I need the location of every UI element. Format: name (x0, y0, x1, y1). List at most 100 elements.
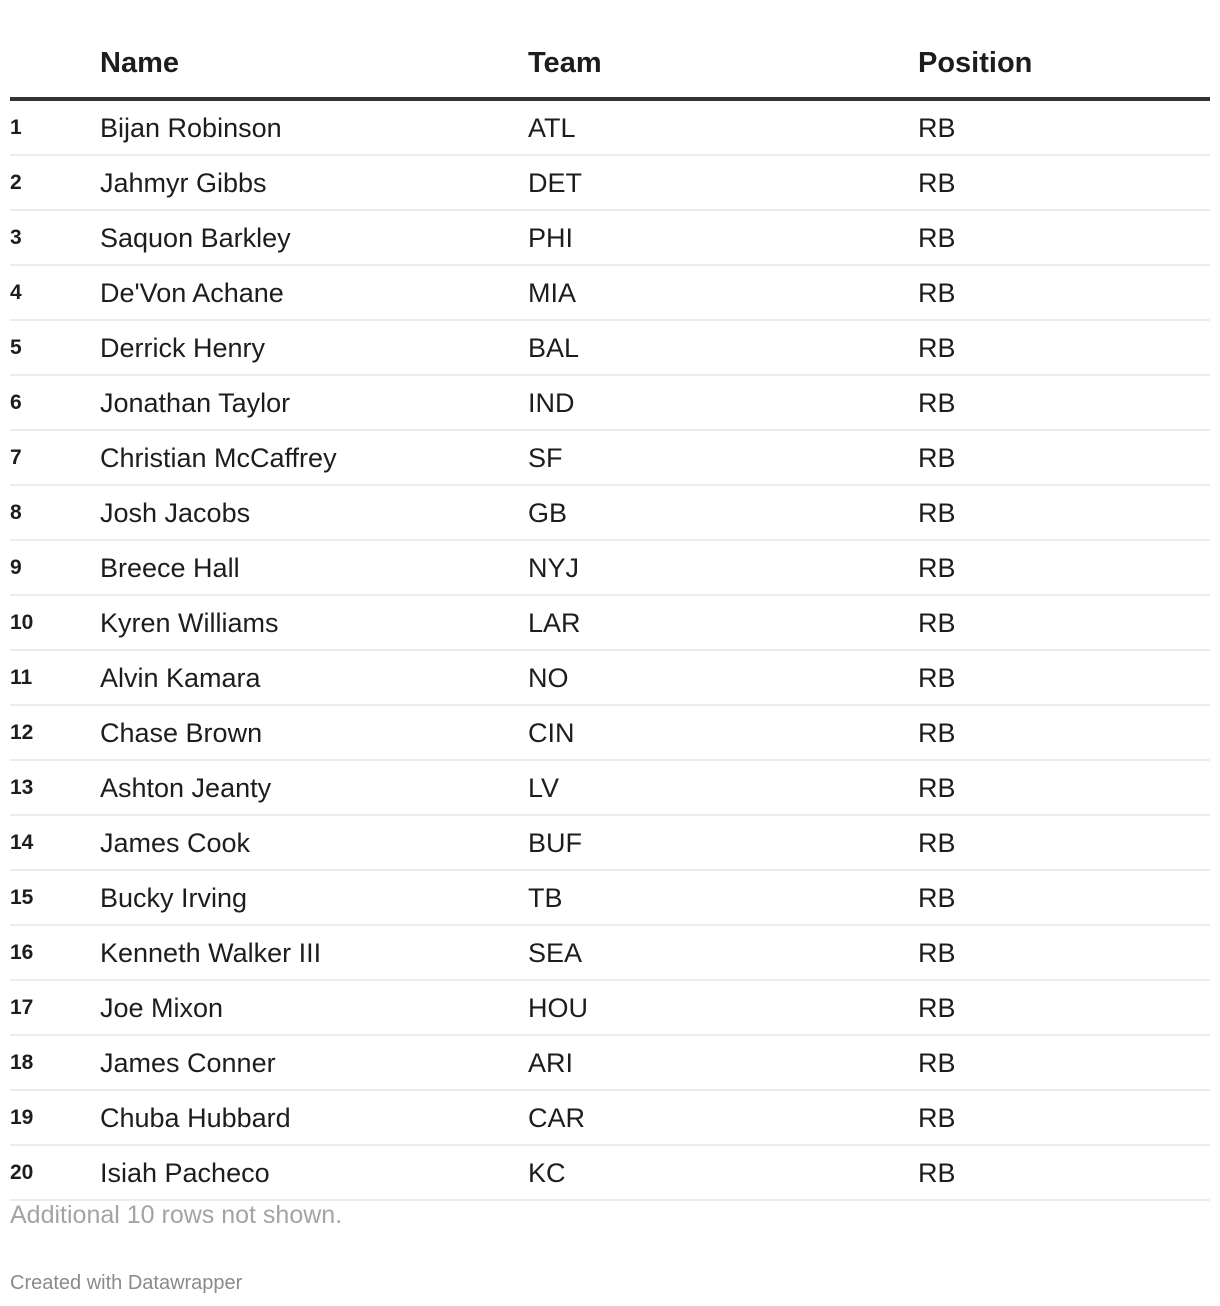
position: RB (918, 773, 956, 803)
row-rank: 13 (10, 776, 34, 799)
player-name: Breece Hall (100, 553, 240, 583)
table-header: Name Team Position (10, 0, 1210, 101)
player-name: James Cook (100, 828, 251, 858)
player-name: De'Von Achane (100, 278, 284, 308)
row-rank: 5 (10, 336, 22, 359)
team-code: IND (528, 388, 575, 418)
player-name: Chase Brown (100, 718, 263, 748)
player-name: Alvin Kamara (100, 663, 261, 693)
row-rank: 17 (10, 996, 34, 1019)
position: RB (918, 113, 956, 143)
team-code: PHI (528, 223, 574, 253)
column-header-name[interactable]: Name (100, 47, 179, 79)
row-rank: 16 (10, 941, 34, 964)
player-name: Christian McCaffrey (100, 443, 337, 473)
team-code: LV (528, 773, 560, 803)
team-code: NO (528, 663, 569, 693)
row-rank: 7 (10, 446, 22, 469)
table-body: 1 Bijan Robinson ATL RB 2 Jahmyr Gibbs DET RB 3 S… (10, 101, 1210, 1201)
position: RB (918, 1103, 956, 1133)
team-code: SF (528, 443, 563, 473)
table-row: 14 James Cook BUF RB (10, 816, 1210, 871)
position: RB (918, 388, 956, 418)
table-row: 7 Christian McCaffrey SF RB (10, 431, 1210, 486)
table-row: 10 Kyren Williams LAR RB (10, 596, 1210, 651)
row-rank: 6 (10, 391, 22, 414)
row-rank: 14 (10, 831, 34, 854)
player-name: Bucky Irving (100, 883, 248, 913)
team-code: DET (528, 168, 582, 198)
rows-hidden-note: Additional 10 rows not shown. (10, 1201, 343, 1229)
table-row: 5 Derrick Henry BAL RB (10, 321, 1210, 376)
row-rank: 12 (10, 721, 34, 744)
position: RB (918, 443, 956, 473)
position: RB (918, 553, 956, 583)
row-rank: 4 (10, 281, 22, 304)
row-rank: 9 (10, 556, 22, 579)
player-name: Kyren Williams (100, 608, 279, 638)
player-name: Isiah Pacheco (100, 1158, 270, 1188)
column-header-team[interactable]: Team (528, 47, 602, 79)
row-rank: 15 (10, 886, 34, 909)
position: RB (918, 498, 956, 528)
position: RB (918, 718, 956, 748)
team-code: ATL (528, 113, 576, 143)
position: RB (918, 663, 956, 693)
table-row: 16 Kenneth Walker III SEA RB (10, 926, 1210, 981)
position: RB (918, 828, 956, 858)
table-row: 13 Ashton Jeanty LV RB (10, 761, 1210, 816)
player-name: Jonathan Taylor (100, 388, 291, 418)
row-rank: 19 (10, 1106, 34, 1129)
table-row: 6 Jonathan Taylor IND RB (10, 376, 1210, 431)
table-row: 20 Isiah Pacheco KC RB (10, 1146, 1210, 1201)
team-code: TB (528, 883, 563, 913)
column-header-position[interactable]: Position (918, 47, 1033, 79)
row-rank: 10 (10, 611, 34, 634)
team-code: GB (528, 498, 568, 528)
team-code: BUF (528, 828, 582, 858)
team-code: CIN (528, 718, 575, 748)
position: RB (918, 223, 956, 253)
data-table: Name Team Position 1 Bijan Robinson ATL RB 2… (10, 0, 1210, 1201)
team-code: MIA (528, 278, 577, 308)
position: RB (918, 883, 956, 913)
table-row: 17 Joe Mixon HOU RB (10, 981, 1210, 1036)
position: RB (918, 938, 956, 968)
table-row: 11 Alvin Kamara NO RB (10, 651, 1210, 706)
player-name: Joe Mixon (100, 993, 224, 1023)
player-name: Jahmyr Gibbs (100, 168, 267, 198)
row-rank: 18 (10, 1051, 34, 1074)
player-name: Kenneth Walker III (100, 938, 322, 968)
team-code: ARI (528, 1048, 574, 1078)
position: RB (918, 333, 956, 363)
table-row: 3 Saquon Barkley PHI RB (10, 211, 1210, 266)
player-name: Chuba Hubbard (100, 1103, 291, 1133)
position: RB (918, 168, 956, 198)
team-code: CAR (528, 1103, 586, 1133)
row-rank: 20 (10, 1161, 34, 1184)
row-rank: 8 (10, 501, 22, 524)
position: RB (918, 1048, 956, 1078)
table-row: 12 Chase Brown CIN RB (10, 706, 1210, 761)
row-rank: 1 (10, 116, 22, 139)
table-row: 4 De'Von Achane MIA RB (10, 266, 1210, 321)
player-name: Saquon Barkley (100, 223, 291, 253)
table-row: 19 Chuba Hubbard CAR RB (10, 1091, 1210, 1146)
team-code: SEA (528, 938, 583, 968)
team-code: KC (528, 1158, 566, 1188)
player-name: James Conner (100, 1048, 276, 1078)
position: RB (918, 993, 956, 1023)
player-name: Josh Jacobs (100, 498, 251, 528)
table-row: 18 James Conner ARI RB (10, 1036, 1210, 1091)
table-row: 2 Jahmyr Gibbs DET RB (10, 156, 1210, 211)
player-name: Ashton Jeanty (100, 773, 272, 803)
datawrapper-credit[interactable]: Created with Datawrapper (10, 1272, 243, 1294)
row-rank: 11 (10, 666, 33, 689)
table-row: 9 Breece Hall NYJ RB (10, 541, 1210, 596)
player-name: Derrick Henry (100, 333, 266, 363)
player-name: Bijan Robinson (100, 113, 282, 143)
table-row: 8 Josh Jacobs GB RB (10, 486, 1210, 541)
position: RB (918, 608, 956, 638)
row-rank: 3 (10, 226, 22, 249)
table-row: 1 Bijan Robinson ATL RB (10, 101, 1210, 156)
